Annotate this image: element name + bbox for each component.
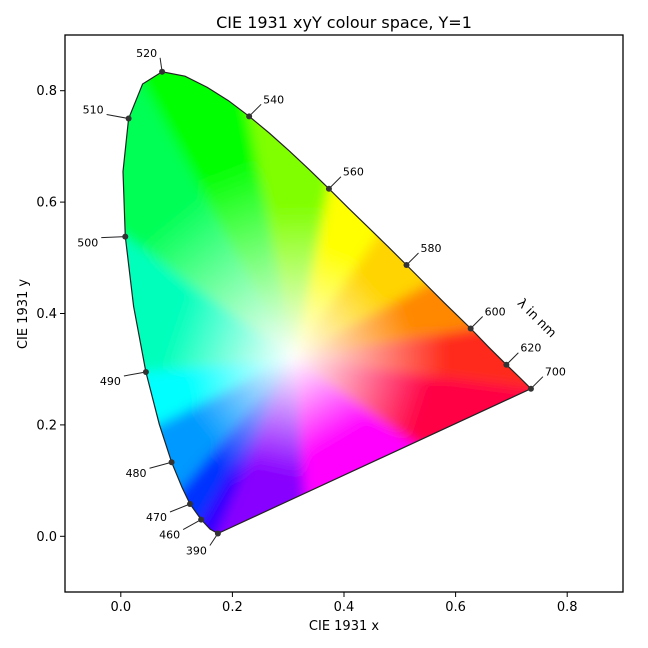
- y-tick-label: 0.6: [36, 196, 57, 211]
- wavelength-point-500: [122, 233, 129, 240]
- x-axis-label: CIE 1931 x: [309, 619, 379, 634]
- wavelength-leader-490: [123, 371, 146, 377]
- wavelength-label-540: 540: [263, 93, 284, 106]
- chart-title: CIE 1931 xyY colour space, Y=1: [216, 13, 472, 32]
- x-tick-label: 0.6: [445, 600, 466, 615]
- wavelength-label-500: 500: [77, 237, 98, 250]
- spectral-locus-line: [122, 71, 532, 535]
- y-tick-label: 0.2: [36, 418, 57, 433]
- wavelength-point-480: [168, 459, 175, 466]
- wavelength-leader-510: [106, 114, 129, 120]
- wavelength-label-470: 470: [146, 511, 167, 524]
- y-axis-ticks: 0.0 0.2 0.4 0.6 0.8: [36, 84, 65, 545]
- x-tick-label: 0.2: [222, 600, 243, 615]
- wavelength-label-480: 480: [126, 467, 147, 480]
- x-axis-ticks: 0.0 0.2 0.4 0.6 0.8: [110, 592, 578, 615]
- wavelength-label-460: 460: [159, 529, 180, 542]
- gamut-fill: [123, 71, 531, 534]
- wavelength-unit-annotation: λ in nm: [514, 296, 559, 341]
- wavelength-label-490: 490: [100, 375, 121, 388]
- wavelength-label-390: 390: [186, 545, 207, 558]
- wavelength-leader-470: [169, 503, 191, 513]
- wavelength-point-620: [503, 361, 510, 368]
- wavelength-label-580: 580: [420, 242, 441, 255]
- y-tick-label: 0.8: [36, 84, 57, 99]
- wavelength-label-560: 560: [343, 166, 364, 179]
- wavelength-leader-500: [101, 236, 126, 239]
- wavelength-point-580: [403, 262, 410, 269]
- x-tick-label: 0.8: [557, 600, 578, 615]
- wavelength-markers: 390 460 470 480 490 500 510 520 540 560 580 600 620 7…: [77, 47, 566, 558]
- x-tick-label: 0.0: [110, 600, 131, 615]
- wavelength-point-460: [198, 516, 205, 523]
- wavelength-point-520: [159, 68, 166, 75]
- wavelength-label-600: 600: [485, 306, 506, 319]
- x-tick-label: 0.4: [334, 600, 355, 615]
- wavelength-point-540: [246, 113, 253, 120]
- wavelength-leader-460: [182, 519, 202, 531]
- wavelength-point-700: [527, 385, 534, 392]
- y-axis-label: CIE 1931 y: [16, 279, 31, 349]
- y-tick-label: 0.4: [36, 307, 57, 322]
- wavelength-point-510: [125, 115, 132, 122]
- wavelength-point-560: [325, 185, 332, 192]
- wavelength-label-700: 700: [545, 366, 566, 379]
- y-tick-label: 0.0: [36, 530, 57, 545]
- wavelength-leader-480: [149, 461, 172, 469]
- wavelength-point-600: [467, 325, 474, 332]
- wavelength-label-520: 520: [136, 47, 157, 60]
- wavelength-point-470: [186, 500, 193, 507]
- wavelength-point-490: [142, 368, 149, 375]
- wavelength-label-510: 510: [83, 104, 104, 117]
- wavelength-point-390: [214, 530, 221, 537]
- wavelength-label-620: 620: [520, 342, 541, 355]
